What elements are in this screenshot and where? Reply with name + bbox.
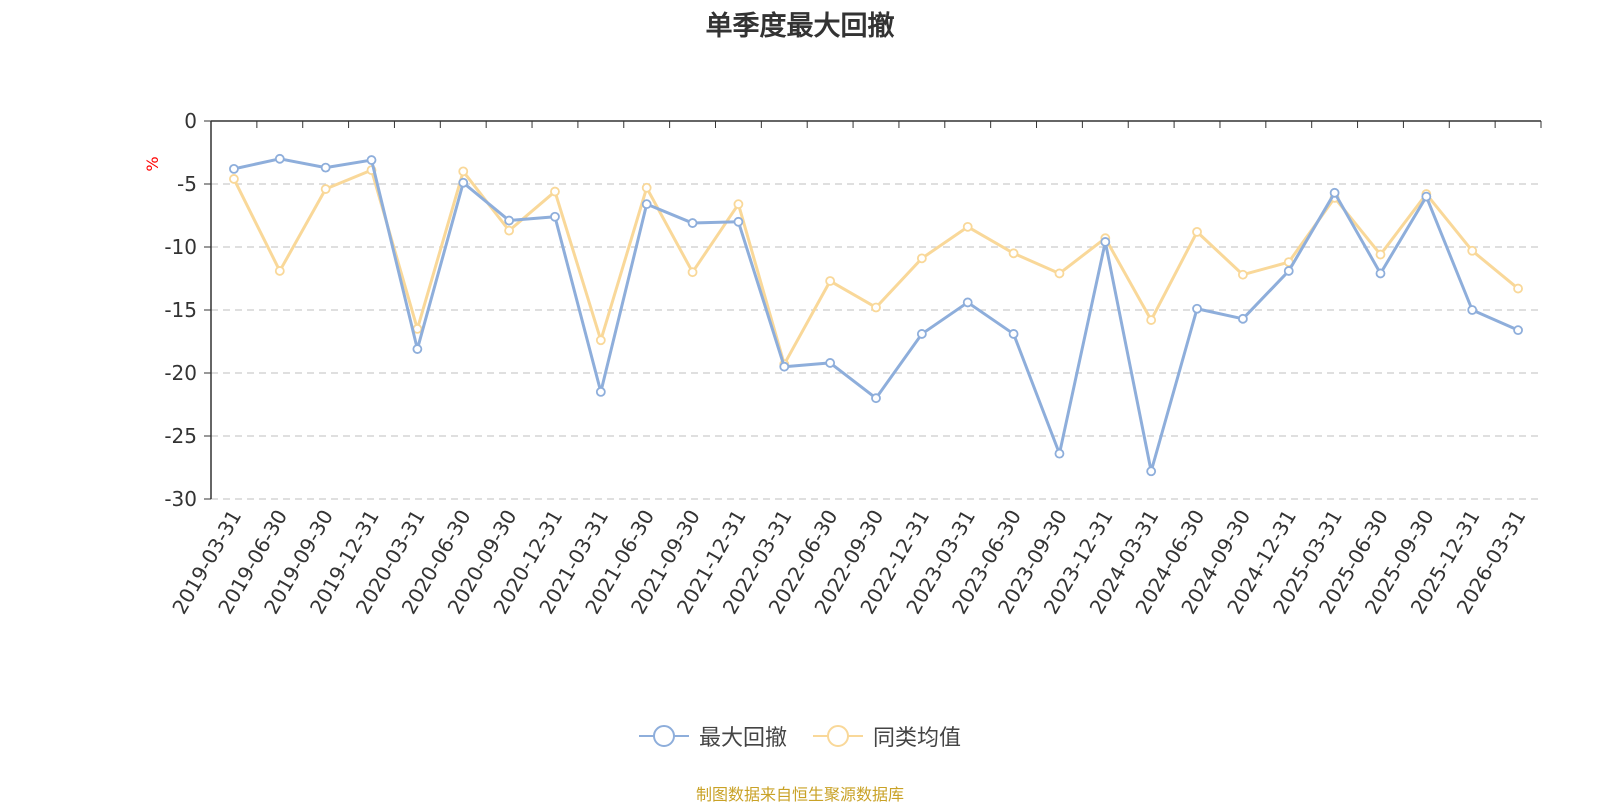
- y-tick-label-1: -5: [177, 172, 197, 196]
- series-line-1: [232, 168, 1520, 366]
- data-point-0-20: [1146, 466, 1157, 477]
- data-point-1-14: [871, 302, 881, 313]
- data-point-0-0: [229, 163, 239, 174]
- data-point-1-11: [733, 199, 744, 210]
- legend-symbol-max-drawdown: [638, 725, 689, 747]
- series-line-0: [233, 157, 1519, 473]
- data-point-0-26: [1421, 191, 1432, 202]
- data-point-1-27: [1467, 245, 1478, 256]
- data-point-0-18: [1054, 448, 1065, 459]
- data-point-0-27: [1467, 305, 1478, 315]
- data-point-1-6: [504, 225, 515, 236]
- data-point-0-1: [274, 153, 285, 164]
- data-source-note: 制图数据来自恒生聚源数据库: [695, 785, 904, 804]
- data-point-1-20: [1146, 315, 1157, 325]
- data-point-1-7: [550, 186, 560, 197]
- data-point-0-25: [1375, 268, 1386, 279]
- legend: 最大回撤 同类均值: [0, 720, 1600, 752]
- data-point-0-24: [1329, 187, 1340, 198]
- data-point-1-10: [687, 267, 698, 278]
- legend-item-category-average[interactable]: 同类均值: [813, 720, 961, 752]
- data-point-1-16: [962, 221, 973, 232]
- data-point-0-5: [458, 177, 469, 188]
- data-point-0-6: [504, 215, 515, 226]
- data-point-1-17: [1008, 248, 1019, 259]
- data-point-1-8: [595, 335, 606, 346]
- data-point-1-9: [641, 182, 652, 193]
- data-point-0-4: [412, 344, 423, 354]
- data-point-0-7: [550, 211, 560, 222]
- data-point-0-13: [825, 358, 836, 368]
- data-point-0-12: [779, 361, 790, 372]
- y-tick-label-3: -15: [164, 298, 197, 322]
- data-point-0-23: [1283, 266, 1294, 276]
- legend-label-category-average: 同类均值: [873, 726, 962, 751]
- data-point-1-5: [458, 166, 469, 177]
- data-point-0-16: [962, 297, 973, 308]
- data-point-1-0: [229, 174, 239, 184]
- data-point-0-2: [320, 162, 331, 173]
- data-point-1-18: [1054, 268, 1065, 279]
- y-axis-unit: %: [143, 156, 162, 171]
- data-point-0-22: [1237, 313, 1248, 324]
- data-point-0-15: [916, 329, 927, 339]
- legend-symbol-category-average: [813, 725, 863, 747]
- data-point-0-14: [871, 393, 881, 404]
- data-point-0-21: [1192, 303, 1202, 314]
- legend-label-max-drawdown: 最大回撤: [698, 726, 787, 751]
- data-point-1-28: [1513, 283, 1523, 294]
- y-tick-label-6: -30: [164, 487, 197, 511]
- data-point-1-15: [916, 253, 927, 264]
- data-point-0-19: [1100, 237, 1111, 247]
- data-point-0-9: [641, 199, 652, 210]
- data-point-1-25: [1375, 249, 1386, 260]
- data-point-1-21: [1192, 226, 1202, 237]
- y-tick-label-4: -20: [164, 361, 197, 385]
- y-tick-label-2: -10: [164, 235, 197, 259]
- legend-item-max-drawdown[interactable]: 最大回撤: [638, 720, 787, 752]
- y-tick-label-5: -25: [164, 424, 197, 448]
- data-point-0-28: [1513, 325, 1523, 336]
- data-point-1-22: [1237, 269, 1248, 280]
- data-point-1-2: [320, 184, 331, 194]
- data-point-0-11: [733, 216, 744, 227]
- chart-title: 单季度最大回撤: [705, 11, 895, 42]
- y-tick-label-0: 0: [184, 109, 197, 133]
- data-point-0-3: [366, 155, 377, 165]
- data-point-1-1: [274, 266, 285, 276]
- data-point-0-8: [595, 386, 606, 397]
- data-point-0-17: [1008, 329, 1019, 339]
- data-point-1-13: [825, 276, 836, 286]
- data-point-0-10: [687, 218, 698, 228]
